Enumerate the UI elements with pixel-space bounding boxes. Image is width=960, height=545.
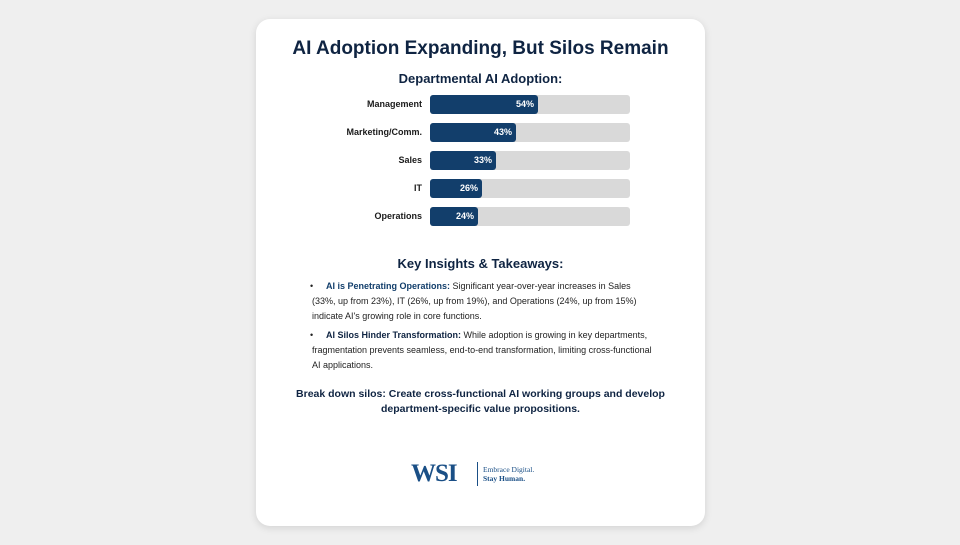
page-title: AI Adoption Expanding, But Silos Remain	[292, 38, 669, 59]
bar: 33%	[430, 151, 496, 170]
category-label: Sales	[398, 155, 422, 165]
bar-track: 24%	[430, 207, 630, 226]
bar-track: 54%	[430, 95, 630, 114]
bar-track: 33%	[430, 151, 630, 170]
insights-title: Key Insights & Takeaways:	[397, 256, 564, 271]
bar: 24%	[430, 207, 478, 226]
bar-track: 26%	[430, 179, 630, 198]
logo-tagline: Stay Human.	[483, 474, 526, 483]
chart-title: Departmental AI Adoption:	[398, 71, 563, 86]
insight-body: Significant year-over-year increases in …	[312, 281, 637, 321]
logo-tagline: Embrace Digital.	[483, 465, 535, 474]
bar-value-label: 26%	[459, 183, 478, 193]
category-label: IT	[414, 183, 422, 193]
bar: 54%	[430, 95, 538, 114]
bar-value-label: 33%	[473, 155, 492, 165]
bar-value-label: 54%	[515, 99, 534, 109]
insight-item: • AI Silos Hinder Transformation: While a…	[310, 328, 652, 373]
bar-track: 43%	[430, 123, 630, 142]
infographic-card: AI Adoption Expanding, But Silos Remain …	[256, 19, 705, 526]
logo-mark: WSI	[411, 460, 458, 487]
insight-body: While adoption is growing in key departm…	[312, 330, 652, 370]
wsi-logo: WSI Embrace Digital. Stay Human.	[411, 460, 551, 488]
category-label: Management	[366, 99, 422, 109]
bullet: •	[310, 281, 314, 291]
bar: 43%	[430, 123, 516, 142]
bar-value-label: 43%	[493, 127, 512, 137]
bullet: •	[310, 330, 314, 340]
logo-divider	[477, 462, 478, 486]
insights-list: • AI is Penetrating Operations: Significa…	[310, 279, 652, 377]
insight-item: • AI is Penetrating Operations: Significa…	[310, 279, 652, 324]
insight-heading: AI is Penetrating Operations:	[326, 281, 451, 291]
bar-value-label: 24%	[455, 211, 474, 221]
category-label: Marketing/Comm.	[346, 127, 422, 137]
category-label: Operations	[374, 211, 422, 221]
insight-heading: AI Silos Hinder Transformation:	[326, 330, 462, 340]
call-to-action: Break down silos: Create cross-functiona…	[296, 388, 665, 415]
bar: 26%	[430, 179, 482, 198]
